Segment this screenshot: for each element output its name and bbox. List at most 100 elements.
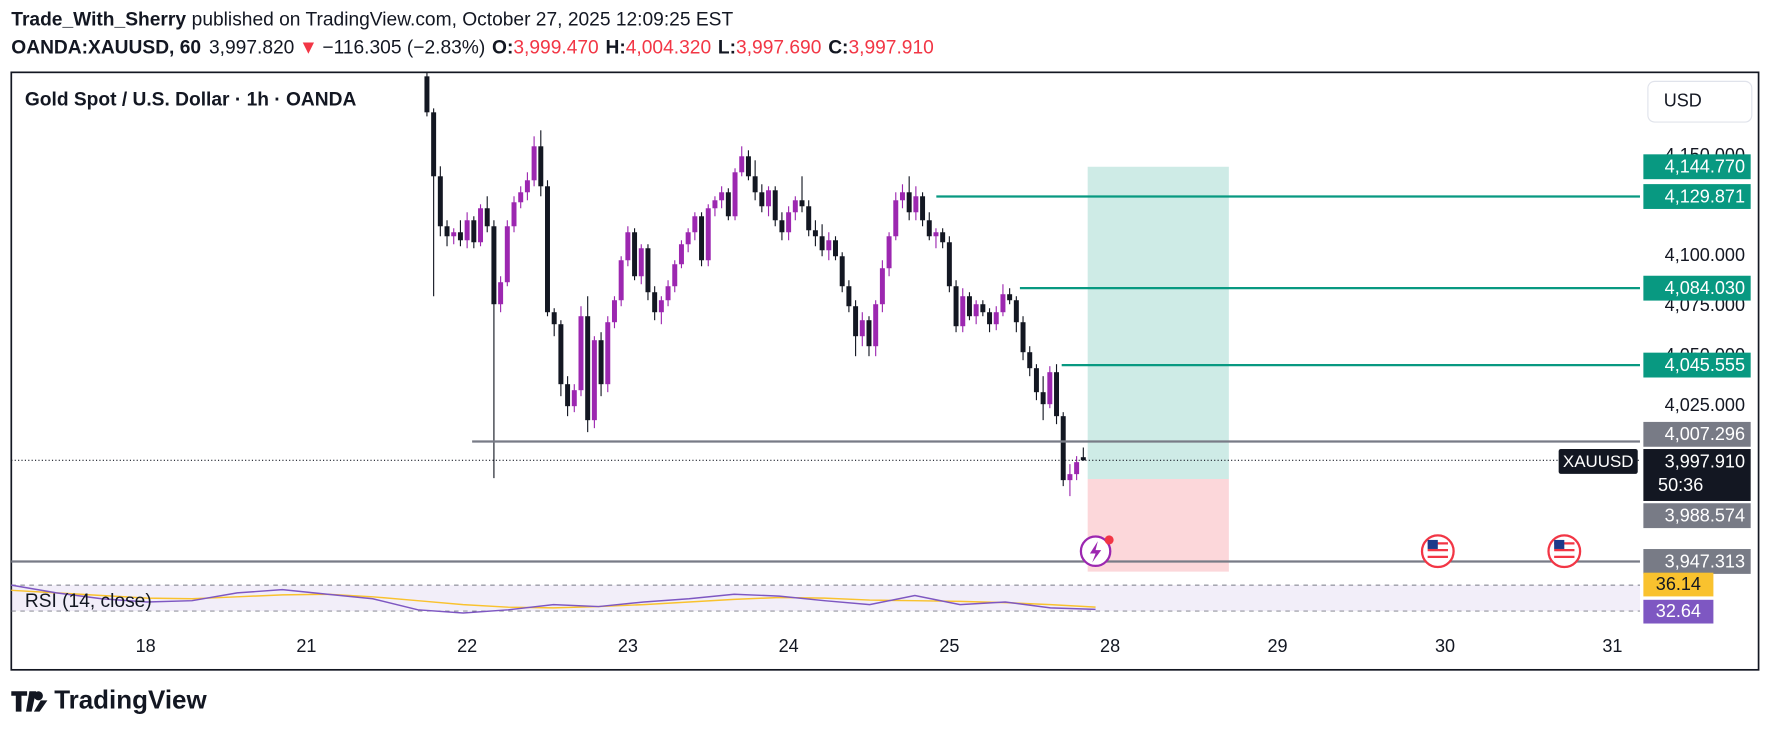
candle-body xyxy=(913,196,919,213)
event-dot xyxy=(1104,535,1114,545)
symbol-line: OANDA:XAUUSD, 60 3,997.820 ▼ −116.305 (−2.8… xyxy=(11,38,934,59)
candle-body xyxy=(1047,372,1053,405)
price-tag-label: 4,084.030 xyxy=(1665,278,1745,298)
candle-body xyxy=(772,190,778,221)
candle-body xyxy=(799,200,805,207)
candle-body xyxy=(853,306,859,337)
candle-body xyxy=(652,292,658,313)
price-tag xyxy=(1643,184,1751,209)
candle-body xyxy=(1074,462,1080,475)
candle-body xyxy=(565,384,571,407)
symbol-tag xyxy=(1558,449,1638,474)
price-tag xyxy=(1643,154,1751,180)
candle-body xyxy=(933,232,939,237)
change-arrow: ▼ xyxy=(299,38,318,59)
currency-button[interactable] xyxy=(1647,80,1753,123)
candle-body xyxy=(1060,416,1066,481)
ohlc-label: H: xyxy=(606,38,626,59)
price-tag-label: 3,988.574 xyxy=(1665,506,1745,526)
symbol: OANDA:XAUUSD, 60 xyxy=(11,38,201,59)
loss-zone xyxy=(1087,478,1229,572)
candle-body xyxy=(786,212,792,233)
candle-body xyxy=(833,240,838,257)
candle-body xyxy=(665,286,671,301)
last-price: 3,997.820 xyxy=(209,38,294,59)
candle-body xyxy=(920,196,926,221)
candle-body xyxy=(685,232,691,245)
candle-body xyxy=(524,180,530,193)
candle-body xyxy=(658,300,664,313)
chart-frame xyxy=(10,71,1760,671)
candle-body xyxy=(739,156,745,173)
candle-body xyxy=(605,322,611,385)
candle-body xyxy=(1007,294,1013,301)
author: Trade_With_Sherry xyxy=(11,9,186,30)
candle-body xyxy=(531,146,537,181)
ohlc-label: C: xyxy=(828,38,848,59)
candle-body xyxy=(451,232,457,237)
candle-body xyxy=(1080,457,1086,461)
ohlc-value: 3,997.910 xyxy=(848,38,933,59)
candle-body xyxy=(940,232,946,243)
price-tag xyxy=(1643,549,1751,574)
candle-body xyxy=(692,216,698,233)
candle-body xyxy=(437,176,443,227)
candle-body xyxy=(578,316,584,391)
candle-body xyxy=(953,286,959,327)
candle-body xyxy=(625,232,631,261)
candle-body xyxy=(745,156,751,177)
publish-line: Trade_With_Sherry published on TradingVie… xyxy=(11,9,733,30)
rsi-tag xyxy=(1643,599,1714,624)
candle-body xyxy=(893,200,899,237)
candle-body xyxy=(819,236,825,251)
profit-zone xyxy=(1087,166,1229,479)
ohlc-value: 4,004.320 xyxy=(626,38,711,59)
candle-body xyxy=(712,200,718,209)
x-tick-label: 29 xyxy=(1268,636,1288,656)
candle-body xyxy=(632,232,638,277)
price-pane xyxy=(424,72,1086,497)
candle-body xyxy=(585,316,591,421)
currency[interactable]: USD xyxy=(1664,90,1702,110)
candle-body xyxy=(618,260,624,301)
candle-body xyxy=(873,304,879,347)
x-tick-label: 31 xyxy=(1602,636,1622,656)
rsi-label: 32.64 xyxy=(1656,601,1701,621)
candle-body xyxy=(444,226,450,237)
x-tick-label: 25 xyxy=(939,636,959,656)
rsi-name: RSI (14, close) xyxy=(25,591,152,612)
candle-body xyxy=(839,256,845,287)
candle-body xyxy=(464,220,470,241)
candle-body xyxy=(551,312,557,325)
published-text: published on TradingView.com, October 27… xyxy=(192,9,734,30)
candle-body xyxy=(431,112,437,177)
candle-body xyxy=(498,282,504,305)
candle-body xyxy=(899,192,905,201)
candle-body xyxy=(859,320,865,337)
rsi-ma-line xyxy=(11,589,1096,609)
symbol-tag-label: XAUUSD xyxy=(1563,452,1634,471)
event-bolt xyxy=(1089,541,1102,563)
brand: TradingView xyxy=(54,684,207,714)
candle-body xyxy=(766,190,772,207)
last-price-box xyxy=(1643,449,1751,501)
candle-body xyxy=(699,216,705,261)
candle-body xyxy=(1020,322,1026,353)
candle-body xyxy=(966,296,972,317)
ohlc-label: L: xyxy=(718,38,736,59)
candle-body xyxy=(719,192,725,201)
candle-body xyxy=(973,304,979,317)
candle-body xyxy=(732,172,738,217)
y-tick-label: 4,100.000 xyxy=(1665,245,1745,265)
flag-canton xyxy=(1554,539,1565,549)
candle-body xyxy=(471,220,477,243)
candle-body xyxy=(672,264,678,287)
candle-body xyxy=(678,244,684,265)
price-tag-label: 4,007.296 xyxy=(1665,424,1745,444)
candle-body xyxy=(980,304,986,313)
ohlc-value: 3,997.690 xyxy=(736,38,821,59)
candle-body xyxy=(792,200,798,213)
candle-body xyxy=(558,324,564,385)
candle-body xyxy=(752,176,758,193)
candle-body xyxy=(511,202,517,227)
